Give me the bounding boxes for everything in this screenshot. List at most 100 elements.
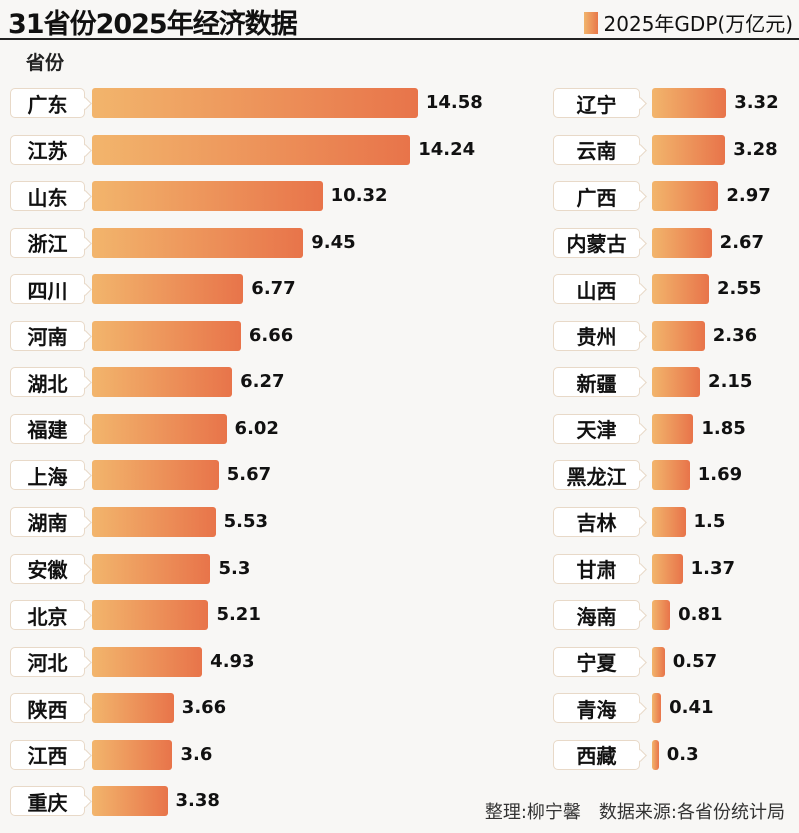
bar bbox=[652, 739, 659, 770]
category-label: 西藏 bbox=[553, 739, 640, 770]
category-label: 陕西 bbox=[10, 693, 85, 724]
data-label: 1.85 bbox=[701, 417, 746, 439]
bar bbox=[92, 320, 241, 351]
footer-source: 整理:柳宁馨 数据来源:各省份统计局 bbox=[484, 802, 785, 823]
chart-title: 31省份2025年经济数据 bbox=[8, 9, 298, 40]
data-label: 14.24 bbox=[418, 138, 476, 160]
legend-label: 2025年GDP(万亿元) bbox=[603, 12, 793, 36]
bar bbox=[652, 134, 726, 165]
bar bbox=[92, 274, 244, 305]
category-label: 河南 bbox=[10, 320, 85, 351]
category-label: 上海 bbox=[10, 460, 85, 491]
bar bbox=[92, 227, 304, 258]
category-label: 甘肃 bbox=[553, 553, 640, 584]
category-label: 山东 bbox=[10, 181, 85, 212]
bar bbox=[92, 600, 209, 631]
data-label: 6.77 bbox=[251, 278, 296, 300]
bar bbox=[92, 367, 233, 398]
data-label: 2.36 bbox=[712, 324, 758, 346]
data-label: 1.5 bbox=[693, 510, 726, 532]
category-label: 浙江 bbox=[10, 227, 85, 258]
data-label: 0.57 bbox=[672, 650, 718, 672]
category-label: 江西 bbox=[10, 739, 85, 770]
data-label: 0.3 bbox=[666, 743, 699, 765]
category-label: 湖北 bbox=[10, 367, 85, 398]
data-label: 6.02 bbox=[234, 417, 279, 439]
category-label: 安徽 bbox=[10, 553, 85, 584]
category-label: 内蒙古 bbox=[553, 227, 640, 258]
data-label: 6.66 bbox=[248, 324, 294, 346]
category-label: 重庆 bbox=[10, 786, 85, 817]
bar bbox=[652, 553, 683, 584]
data-label: 5.21 bbox=[216, 604, 261, 626]
bar bbox=[92, 646, 203, 677]
data-label: 1.69 bbox=[697, 464, 743, 486]
category-label: 湖南 bbox=[10, 506, 85, 537]
bar bbox=[652, 506, 686, 537]
bar bbox=[652, 600, 671, 631]
data-label: 5.53 bbox=[223, 510, 269, 532]
data-label: 1.37 bbox=[690, 557, 736, 579]
bar bbox=[652, 460, 690, 491]
data-label: 0.41 bbox=[669, 697, 714, 719]
category-label: 新疆 bbox=[553, 367, 640, 398]
bar bbox=[652, 274, 709, 305]
data-label: 5.3 bbox=[218, 557, 251, 579]
category-label: 黑龙江 bbox=[553, 460, 640, 491]
bar bbox=[652, 88, 727, 118]
bar bbox=[652, 227, 712, 258]
data-label: 2.67 bbox=[719, 231, 765, 253]
category-label: 河北 bbox=[10, 646, 85, 677]
data-label: 3.6 bbox=[180, 743, 213, 765]
category-label: 福建 bbox=[10, 413, 85, 444]
bar bbox=[92, 693, 174, 724]
category-label: 天津 bbox=[553, 413, 640, 444]
category-label: 广东 bbox=[10, 88, 85, 118]
data-label: 6.27 bbox=[240, 371, 285, 393]
data-label: 3.66 bbox=[181, 697, 227, 719]
data-label: 5.67 bbox=[226, 464, 272, 486]
category-label: 青海 bbox=[553, 693, 640, 724]
bar bbox=[92, 786, 168, 817]
data-label: 2.55 bbox=[716, 278, 762, 300]
data-label: 3.32 bbox=[734, 92, 779, 113]
title-divider bbox=[0, 38, 799, 40]
bar bbox=[652, 367, 701, 398]
category-label: 海南 bbox=[553, 600, 640, 631]
category-label: 吉林 bbox=[553, 506, 640, 537]
legend-swatch bbox=[583, 11, 598, 34]
category-label: 广西 bbox=[553, 181, 640, 212]
bar bbox=[652, 320, 705, 351]
category-header: 省份 bbox=[26, 52, 65, 74]
category-label: 贵州 bbox=[553, 320, 640, 351]
bar bbox=[652, 181, 719, 212]
data-label: 2.15 bbox=[708, 371, 753, 393]
legend: 2025年GDP(万亿元) bbox=[583, 8, 793, 37]
data-label: 3.38 bbox=[175, 790, 220, 812]
bar bbox=[92, 553, 211, 584]
data-label: 2.97 bbox=[726, 185, 771, 207]
bar bbox=[652, 693, 662, 724]
bar bbox=[92, 413, 227, 444]
category-label: 四川 bbox=[10, 274, 85, 305]
bar bbox=[92, 88, 418, 118]
bar bbox=[92, 506, 216, 537]
data-label: 9.45 bbox=[311, 231, 356, 253]
category-label: 辽宁 bbox=[553, 88, 640, 118]
data-label: 10.32 bbox=[330, 185, 388, 207]
bar bbox=[652, 646, 665, 677]
data-label: 4.93 bbox=[210, 650, 255, 672]
category-label: 山西 bbox=[553, 274, 640, 305]
bar bbox=[652, 413, 694, 444]
category-label: 北京 bbox=[10, 600, 85, 631]
bar bbox=[92, 181, 323, 212]
data-label: 0.81 bbox=[678, 604, 723, 626]
category-label: 江苏 bbox=[10, 134, 85, 165]
data-label: 3.28 bbox=[733, 138, 778, 160]
bar bbox=[92, 134, 411, 165]
data-label: 14.58 bbox=[425, 92, 483, 113]
bar bbox=[92, 739, 173, 770]
category-label: 宁夏 bbox=[553, 646, 640, 677]
category-label: 云南 bbox=[553, 134, 640, 165]
